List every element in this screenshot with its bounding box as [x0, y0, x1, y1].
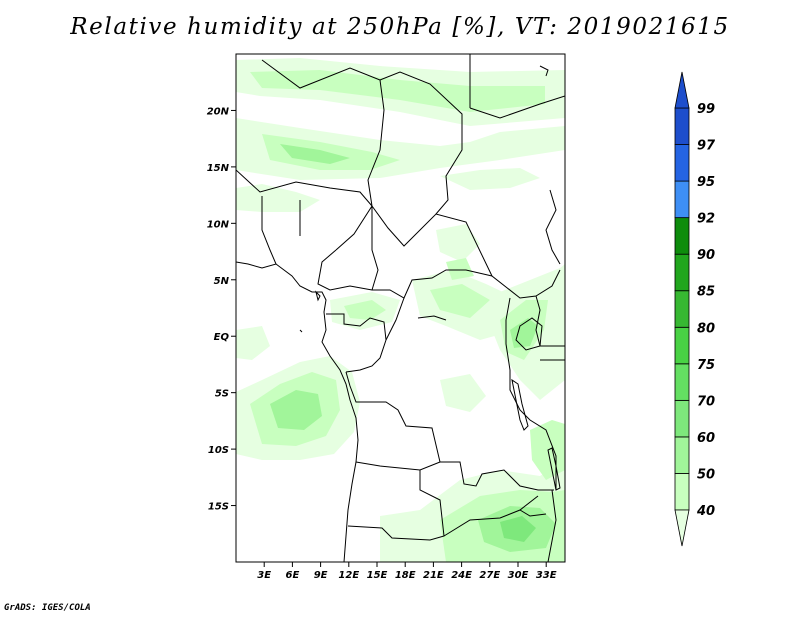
latitude-axis: 20N 15N 10N 5N EQ 5S 10S 15S: [207, 106, 236, 513]
colorbar-segment: [674, 144, 690, 182]
colorbar-segment: [674, 180, 690, 219]
boundary-21: [469, 95, 565, 119]
colorbar-label: 92: [697, 212, 715, 227]
colorbar-label: 90: [697, 248, 715, 263]
colorbar-segment: [674, 217, 690, 255]
colorbar-label: 60: [697, 431, 715, 446]
lake-victoria: [515, 317, 543, 351]
boundary-16: [505, 297, 557, 490]
boundary-13: [355, 461, 441, 471]
lon-tick-label: 30E: [508, 570, 529, 581]
credit-label: GrADS: IGES/COLA: [4, 603, 91, 613]
boundary-20: [547, 489, 557, 562]
boundary-14: [347, 470, 445, 541]
lake-malawi: [547, 447, 561, 491]
colorbar-label: 75: [697, 358, 715, 373]
island-2: [299, 329, 303, 333]
boundary-17: [535, 295, 565, 347]
colorbar-extend-high: [674, 71, 690, 109]
lat-tick-label: 5S: [215, 389, 229, 400]
lon-tick-label: 18E: [395, 570, 416, 581]
rh-mid-1: [440, 374, 486, 412]
lon-tick-label: 12E: [338, 570, 359, 581]
rh-se-4: [500, 516, 536, 542]
river-1: [417, 315, 447, 321]
boundary-10: [326, 313, 387, 373]
coastline-west-africa: [236, 261, 359, 562]
boundary-12: [345, 371, 554, 491]
lat-tick-label: 10N: [207, 219, 230, 230]
colorbar-segment: [674, 473, 690, 511]
island-1: [315, 290, 321, 302]
boundary-19: [545, 189, 561, 265]
colorbar-label: 70: [697, 394, 715, 409]
plot-title: Relative humidity at 250hPa [%], VT: 201…: [70, 14, 730, 40]
colorbar-segment: [674, 326, 690, 365]
lon-tick-label: 24E: [451, 570, 472, 581]
colorbar-label: 99: [697, 102, 715, 117]
boundary-5: [261, 196, 277, 265]
rh-sw-3: [270, 390, 322, 430]
lon-tick-label: 3E: [257, 570, 271, 581]
rh-band-north-2: [250, 70, 545, 112]
colorbar: 40 50 60 70 75 80 85 90 92 95 97 99: [674, 71, 716, 547]
colorbar-segment: [674, 253, 690, 292]
boundary-11: [385, 297, 405, 341]
longitude-axis: 3E 6E 9E 12E 15E 18E 21E 24E 27E 30E 33E: [257, 562, 557, 581]
colorbar-label: 97: [697, 139, 716, 154]
lat-tick-label: 5N: [214, 276, 230, 287]
rh-band-north-7: [440, 168, 540, 190]
lon-tick-label: 6E: [286, 570, 300, 581]
colorbar-segment: [674, 107, 690, 145]
lon-tick-label: 33E: [536, 570, 557, 581]
colorbar-segment: [674, 436, 690, 474]
colorbar-label: 50: [697, 467, 715, 482]
lat-tick-label: 15N: [207, 163, 230, 174]
rh-band-north-6: [236, 184, 320, 212]
lake-tanganyika: [511, 378, 529, 431]
rh-sw-4: [236, 326, 270, 360]
colorbar-label: 95: [697, 175, 715, 190]
colorbar-segment: [674, 399, 690, 438]
humidity-field: [236, 58, 565, 562]
map-frame: [235, 53, 566, 563]
country-boundaries: [236, 54, 565, 562]
lat-tick-label: 20N: [207, 106, 230, 117]
colorbar-segment: [674, 290, 690, 328]
boundary-9: [371, 206, 379, 291]
boundary-4: [236, 169, 373, 207]
lon-tick-label: 9E: [314, 570, 328, 581]
boundary-2: [379, 71, 463, 215]
rh-central-6: [446, 258, 474, 280]
lat-tick-label: 10S: [208, 445, 229, 456]
rh-central-4: [430, 284, 490, 318]
boundary-1: [261, 59, 385, 251]
lat-tick-label: EQ: [214, 332, 230, 343]
lat-tick-label: 15S: [208, 502, 229, 513]
rh-central-2: [344, 300, 386, 320]
lon-tick-label: 15E: [367, 570, 388, 581]
colorbar-label: 85: [697, 285, 715, 300]
colorbar-segment: [674, 363, 690, 401]
boundary-15: [443, 495, 539, 537]
river-2: [519, 509, 547, 517]
boundary-8: [317, 249, 493, 299]
lon-tick-label: 27E: [479, 570, 500, 581]
colorbar-extend-low: [674, 509, 690, 547]
colorbar-label: 80: [697, 321, 715, 336]
boundary-7: [371, 205, 561, 299]
sinai-mark: [539, 65, 549, 77]
rh-band-north-5: [280, 144, 350, 164]
colorbar-label: 40: [696, 504, 715, 519]
rh-central-5: [436, 224, 480, 262]
lon-tick-label: 21E: [423, 570, 444, 581]
rh-band-north-4: [262, 134, 400, 170]
